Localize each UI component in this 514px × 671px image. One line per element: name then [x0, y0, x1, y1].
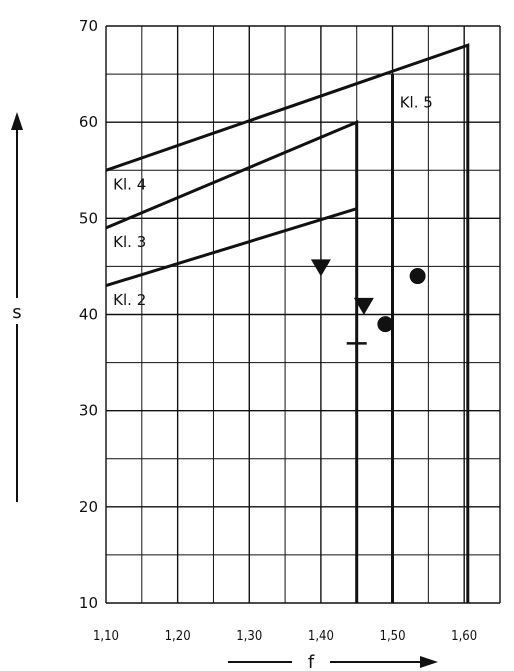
class-line	[105, 43, 470, 603]
y-tick-label: 40	[79, 306, 98, 324]
circle-marker	[377, 316, 394, 333]
class-label: Kl. 3	[113, 233, 146, 251]
class-label: Kl. 5	[400, 94, 433, 112]
y-axis-title-group: s	[6, 112, 28, 502]
x-tick-label: 1,10	[93, 629, 119, 644]
x-tick-label: 1,50	[380, 629, 406, 644]
y-tick-label: 10	[79, 594, 98, 612]
plus-marker	[346, 333, 367, 354]
class-label: Kl. 2	[113, 291, 146, 309]
y-tick-label: 50	[79, 209, 98, 227]
x-tick-label: 1,30	[236, 629, 262, 644]
x-tick-label: 1,40	[308, 629, 334, 644]
x-tick-label: 1,60	[451, 629, 477, 644]
triangle-down-marker	[310, 259, 331, 277]
grid-major	[105, 25, 501, 604]
y-tick-label: 70	[79, 17, 98, 35]
y-axis-title-bg	[6, 298, 28, 324]
class-lines	[105, 43, 470, 603]
x-axis-title: f	[308, 652, 315, 671]
y-tick-labels: 10 20 30 40 50 60 70	[79, 17, 98, 612]
y-tick-label: 30	[79, 402, 98, 420]
data-points	[310, 259, 426, 354]
x-tick-label: 1,20	[165, 629, 191, 644]
y-tick-label: 60	[79, 113, 98, 131]
class-line	[105, 119, 359, 603]
class-line	[105, 207, 358, 288]
x-tick-labels: 1,10 1,20 1,30 1,40 1,50 1,60	[93, 629, 477, 644]
triangle-down-marker	[353, 297, 374, 315]
y-tick-label: 20	[79, 498, 98, 516]
x-axis-arrow-head	[420, 656, 438, 668]
x-axis-title-group: f	[228, 652, 438, 671]
y-axis-arrow-head	[11, 112, 23, 130]
circle-marker	[409, 268, 426, 285]
class-labels: Kl. 2 Kl. 3 Kl. 4 Kl. 5	[113, 94, 433, 309]
class-label: Kl. 4	[113, 175, 146, 193]
y-axis-title: s	[12, 302, 21, 323]
